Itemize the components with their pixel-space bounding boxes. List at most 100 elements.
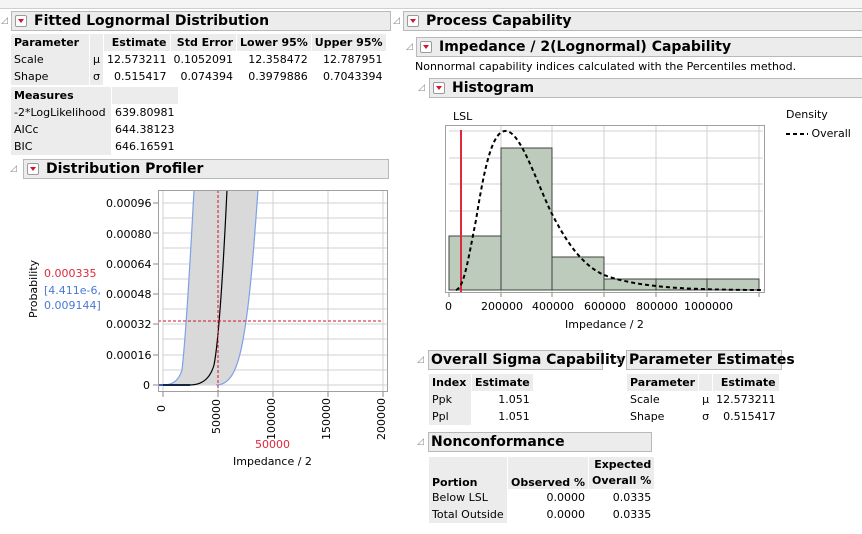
lsl-label: LSL bbox=[453, 110, 473, 123]
expected-value: 0.0335 bbox=[612, 508, 652, 521]
fitted-lognormal-header[interactable]: Fitted Lognormal Distribution bbox=[11, 11, 391, 31]
x-tick: 50000 bbox=[210, 399, 223, 434]
param-symbol: μ bbox=[702, 393, 710, 406]
param-lower95: 0.3979886 bbox=[248, 70, 308, 83]
disclosure-icon[interactable]: ◿ bbox=[418, 83, 425, 93]
disclosure-icon[interactable]: ◿ bbox=[1, 16, 8, 26]
red-triangle-menu-icon[interactable] bbox=[15, 15, 27, 27]
col-parameter: Parameter bbox=[627, 374, 699, 391]
param-estimate: 0.515417 bbox=[114, 70, 167, 83]
legend-item-label: Overall bbox=[811, 127, 851, 140]
index-name: Ppk bbox=[429, 391, 471, 408]
disclosure-icon[interactable]: ◿ bbox=[615, 355, 622, 365]
col-lower95: Lower 95% bbox=[237, 34, 311, 51]
measure-value: 646.16591 bbox=[115, 140, 175, 153]
y-tick: 0.00016 bbox=[106, 349, 152, 362]
table-row: Total Outside 0.0000 0.0335 bbox=[429, 506, 654, 523]
sigma-capability-table: Index Estimate Ppk 1.051 Ppl 1.051 bbox=[428, 374, 534, 425]
distribution-profiler-title: Distribution Profiler bbox=[46, 161, 204, 177]
measure-name: BIC bbox=[11, 138, 111, 155]
col-estimate: Estimate bbox=[472, 374, 533, 391]
measure-name: -2*LogLikelihood bbox=[11, 104, 111, 121]
histogram-plot[interactable] bbox=[440, 120, 775, 300]
y-tick: 0.00048 bbox=[106, 288, 152, 301]
nonconformance-header[interactable]: Nonconformance bbox=[428, 432, 652, 452]
legend-title: Density bbox=[786, 108, 828, 121]
disclosure-icon[interactable]: ◿ bbox=[417, 355, 424, 365]
capability-sub-header[interactable]: Impedance / 2(Lognormal) Capability bbox=[416, 37, 862, 57]
index-name: Ppl bbox=[429, 408, 471, 425]
process-capability-header[interactable]: Process Capability bbox=[403, 11, 862, 31]
param-name: Shape bbox=[630, 410, 665, 423]
measures-value-header bbox=[112, 87, 178, 104]
fitted-lognormal-title: Fitted Lognormal Distribution bbox=[34, 13, 270, 29]
profiler-x-current[interactable]: 50000 bbox=[255, 438, 290, 451]
disclosure-icon[interactable]: ◿ bbox=[393, 16, 400, 26]
portion-name: Total Outside bbox=[429, 506, 507, 523]
y-tick: 0.00096 bbox=[106, 197, 152, 210]
red-triangle-menu-icon[interactable] bbox=[407, 15, 419, 27]
param-estimate: 12.573211 bbox=[107, 53, 167, 66]
col-std-error: Std Error bbox=[170, 34, 236, 51]
profiler-ci-high: 0.009144] bbox=[44, 299, 101, 312]
x-tick: 0 bbox=[155, 405, 168, 412]
parameter-estimates-table: Parameter Estimate Scale μ 12.573211 Sha… bbox=[626, 374, 780, 425]
param-std-error: 0.1052091 bbox=[173, 53, 234, 66]
distribution-profiler-header[interactable]: Distribution Profiler bbox=[23, 159, 389, 179]
disclosure-icon[interactable]: ◿ bbox=[406, 42, 413, 52]
x-tick: 800000 bbox=[636, 300, 678, 313]
param-name: Scale bbox=[11, 51, 89, 68]
disclosure-icon[interactable]: ◿ bbox=[10, 164, 17, 174]
legend-item: Overall bbox=[786, 127, 851, 140]
top-strip bbox=[0, 0, 862, 9]
col-symbol bbox=[699, 374, 713, 391]
x-tick: 1000000 bbox=[684, 300, 733, 313]
red-triangle-menu-icon[interactable] bbox=[433, 82, 445, 94]
histogram-title: Histogram bbox=[452, 80, 535, 96]
red-triangle-menu-icon[interactable] bbox=[420, 41, 432, 53]
param-symbol: σ bbox=[90, 68, 103, 85]
fitted-parameters-table: Parameter Estimate Std Error Lower 95% U… bbox=[10, 34, 387, 85]
param-lower95: 12.358472 bbox=[248, 53, 308, 66]
disclosure-icon[interactable]: ◿ bbox=[417, 437, 424, 447]
x-tick: 400000 bbox=[532, 300, 574, 313]
y-tick: 0 bbox=[143, 379, 150, 392]
param-name: Scale bbox=[630, 393, 660, 406]
param-upper95: 12.787951 bbox=[323, 53, 383, 66]
sigma-capability-title: Overall Sigma Capability bbox=[431, 352, 626, 368]
col-expected-line2: Overall % bbox=[592, 474, 652, 487]
histogram-header[interactable]: Histogram bbox=[429, 78, 862, 98]
sigma-capability-header[interactable]: Overall Sigma Capability bbox=[428, 350, 626, 370]
x-tick: 200000 bbox=[375, 398, 388, 440]
col-estimate: Estimate bbox=[713, 374, 779, 391]
x-tick: 600000 bbox=[584, 300, 626, 313]
capability-note: Nonnormal capability indices calculated … bbox=[415, 60, 797, 73]
parameter-estimates-header[interactable]: Parameter Estimates bbox=[626, 350, 795, 370]
index-value: 1.051 bbox=[498, 410, 530, 423]
x-tick: 200000 bbox=[481, 300, 523, 313]
profiler-x-label: Impedance / 2 bbox=[233, 455, 312, 468]
table-row: Shape σ 0.515417 0.074394 0.3979886 0.70… bbox=[11, 68, 386, 85]
table-row: Scale μ 12.573211 bbox=[627, 391, 779, 408]
measure-value: 639.80981 bbox=[115, 106, 175, 119]
col-expected-line1: Expected bbox=[594, 458, 652, 471]
table-row: Ppl 1.051 bbox=[429, 408, 533, 425]
table-row: BIC 646.16591 bbox=[11, 138, 178, 155]
measures-table: Measures -2*LogLikelihood 639.80981 AICc… bbox=[10, 87, 179, 155]
index-value: 1.051 bbox=[498, 393, 530, 406]
dashed-line-icon bbox=[786, 133, 808, 135]
portion-name: Below LSL bbox=[429, 489, 507, 506]
red-triangle-menu-icon[interactable] bbox=[27, 163, 39, 175]
measures-header: Measures bbox=[11, 87, 111, 104]
col-index: Index bbox=[429, 374, 471, 391]
process-capability-title: Process Capability bbox=[426, 13, 572, 29]
x-tick: 150000 bbox=[320, 398, 333, 440]
profiler-plot[interactable] bbox=[150, 185, 395, 400]
table-row: AICc 644.38123 bbox=[11, 121, 178, 138]
col-estimate: Estimate bbox=[104, 34, 170, 51]
y-tick: 0.00080 bbox=[106, 228, 152, 241]
table-row: Ppk 1.051 bbox=[429, 391, 533, 408]
observed-value: 0.0000 bbox=[546, 508, 586, 521]
col-parameter: Parameter bbox=[11, 34, 89, 51]
param-estimate: 12.573211 bbox=[716, 393, 776, 406]
